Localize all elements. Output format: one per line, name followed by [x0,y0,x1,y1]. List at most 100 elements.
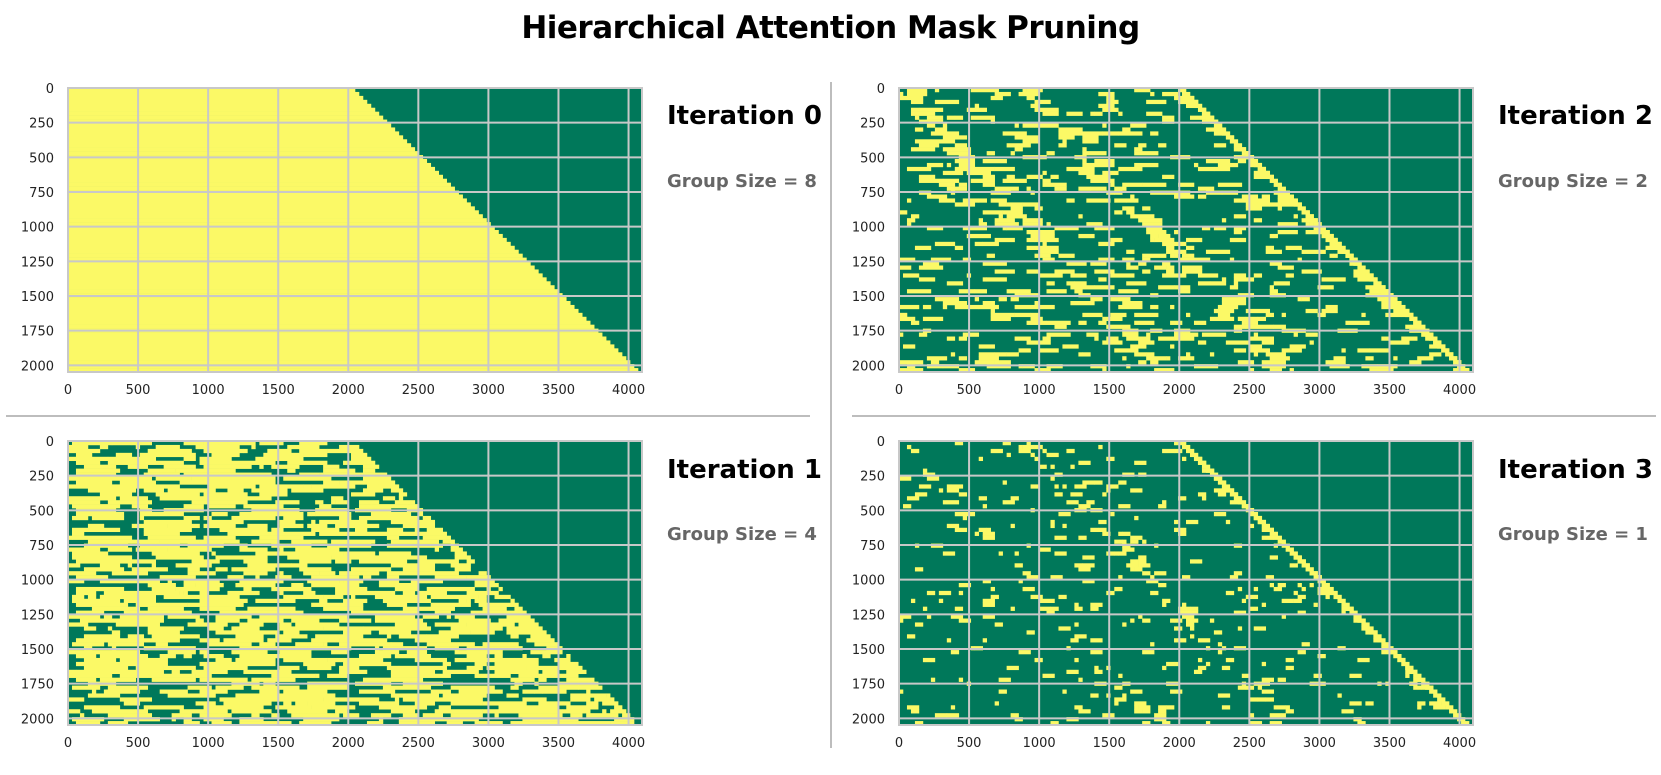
kept-cell [1030,594,1039,600]
kept-cell [68,162,432,168]
kept-cell [267,654,296,659]
kept-cell [119,614,164,619]
y-tick-label: 1000 [852,221,885,236]
kept-cell [263,610,304,615]
kept-cell [422,614,439,619]
kept-cell [68,297,567,302]
kept-cell [68,324,595,329]
kept-cell [339,579,344,584]
kept-cell [1026,630,1035,635]
kept-cell [139,512,184,517]
kept-cell [1281,614,1286,619]
kept-cell [1269,531,1278,536]
kept-cell [1046,332,1071,337]
kept-cell [1197,665,1207,671]
kept-cell [1150,304,1159,310]
kept-cell [183,654,192,659]
kept-cell [1022,123,1035,128]
kept-cell [1114,701,1119,706]
kept-cell [514,657,539,663]
kept-cell [75,575,109,580]
kept-cell [914,492,928,497]
kept-cell [1082,555,1095,560]
kept-cell [1405,665,1414,671]
kept-cell [75,452,93,458]
kept-cell [942,178,960,183]
kept-cell [111,594,156,600]
kept-cell [1158,336,1175,341]
kept-cell [1034,107,1059,112]
kept-cell [474,673,511,678]
kept-cell [351,594,356,600]
kept-cell [946,151,972,156]
kept-cell [1197,166,1215,172]
kept-cell [942,500,948,505]
kept-cell [558,661,579,667]
kept-cell [402,713,420,718]
kept-cell [107,685,149,690]
kept-cell [378,583,420,588]
kept-cell [938,182,956,187]
kept-cell [307,685,348,690]
kept-cell [1034,123,1059,128]
kept-cell [1098,257,1115,262]
kept-cell [899,316,916,322]
kept-cell [1257,166,1267,172]
kept-cell [1453,360,1462,365]
x-tick-label: 0 [64,383,72,398]
kept-cell [1022,139,1031,144]
kept-cell [950,650,960,655]
kept-cell [478,602,487,607]
kept-cell [1058,127,1067,132]
kept-cell [1046,281,1055,286]
y-tick-label: 0 [46,435,54,450]
kept-cell [199,606,236,611]
kept-cell [91,515,125,521]
kept-cell [566,677,595,682]
kept-cell [1261,602,1267,607]
kept-cell [1134,162,1159,168]
kept-cell [187,602,220,607]
kept-cell [482,709,519,714]
kept-cell [1010,496,1019,501]
kept-cell [323,594,344,600]
kept-cell [442,539,455,544]
kept-cell [1050,174,1059,180]
kept-cell [998,214,1003,219]
kept-cell [622,713,631,718]
kept-cell [974,360,995,365]
kept-cell [139,515,145,521]
kept-cell [986,151,995,156]
kept-cell [1074,657,1079,663]
kept-cell [1038,245,1059,251]
kept-cell [131,476,153,481]
kept-cell [1229,492,1239,497]
kept-cell [1197,194,1207,199]
kept-cell [1174,285,1191,290]
y-tick-label: 250 [860,470,885,485]
kept-cell [1090,186,1107,191]
kept-cell [930,257,952,262]
kept-cell [1437,697,1446,702]
kept-cell [982,579,991,584]
kept-cell [1178,441,1187,446]
kept-cell [68,476,109,481]
kept-cell [386,665,400,671]
kept-cell [910,111,936,116]
kept-cell [1333,241,1342,247]
kept-cell [159,689,168,694]
kept-cell [1413,685,1422,690]
kept-cell [1253,174,1263,180]
kept-cell [899,312,908,318]
kept-cell [1249,368,1255,373]
y-tick-label: 1000 [21,574,54,589]
x-tick-label: 1500 [1093,736,1126,751]
kept-cell [1054,324,1067,329]
kept-cell [1114,170,1119,176]
kept-cell [68,273,543,278]
kept-cell [899,257,916,262]
kept-cell [239,512,276,517]
kept-cell [68,348,619,353]
kept-cell [1317,590,1330,596]
kept-cell [1162,598,1171,604]
